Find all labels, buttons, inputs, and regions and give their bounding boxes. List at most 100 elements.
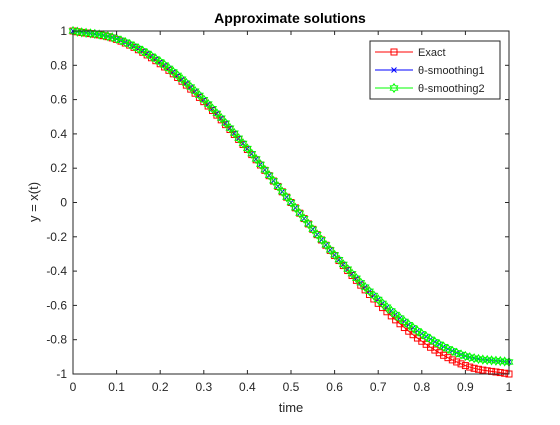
series-layer — [68, 25, 514, 378]
data-point — [264, 170, 274, 181]
data-point — [208, 103, 217, 114]
data-point — [461, 362, 469, 370]
data-point — [295, 208, 305, 219]
data-point — [417, 328, 427, 339]
x-tick-label: 0.6 — [326, 380, 343, 394]
data-point — [173, 70, 183, 81]
legend-marker — [390, 48, 398, 56]
data-point — [164, 63, 174, 74]
data-point — [356, 277, 366, 288]
legend-item-1: Exact — [375, 47, 446, 59]
x-tick-label: 0.3 — [195, 380, 212, 394]
x-tick-label: 0.7 — [370, 380, 387, 394]
data-point — [470, 364, 478, 372]
chart-title: Approximate solutions — [214, 10, 366, 26]
legend: Exact θ-smoothing1 θ-smoothing2 — [369, 40, 501, 100]
data-point — [439, 341, 449, 352]
y-tick-label: 0 — [60, 196, 67, 210]
data-point — [448, 356, 456, 364]
y-tick-label: 0.6 — [50, 93, 67, 107]
data-point — [199, 94, 209, 105]
legend-item-3: θ-smoothing2 — [375, 82, 485, 95]
legend-label: θ-smoothing2 — [418, 83, 485, 95]
data-point — [374, 299, 382, 307]
data-point — [216, 112, 226, 124]
y-tick-label: -1 — [56, 367, 67, 381]
data-point — [312, 229, 322, 240]
data-point — [120, 36, 130, 48]
x-tick-label: 0.2 — [152, 380, 169, 394]
legend-item-2: θ-smoothing1 — [375, 65, 485, 77]
data-point — [440, 351, 448, 359]
data-point — [190, 85, 200, 97]
data-point — [221, 117, 231, 129]
data-point — [430, 336, 440, 347]
legend-label: Exact — [418, 47, 446, 59]
data-point — [365, 286, 374, 297]
legend-marker — [389, 82, 399, 94]
x-tick-label: 0.4 — [239, 380, 256, 394]
data-point — [404, 319, 414, 330]
data-point — [133, 43, 143, 54]
data-point — [242, 143, 252, 154]
data-point — [138, 45, 148, 56]
data-point — [492, 368, 500, 376]
data-point — [151, 53, 161, 65]
data-point — [391, 309, 401, 320]
data-point — [399, 316, 409, 327]
data-point — [212, 108, 222, 119]
data-point — [142, 48, 152, 59]
data-point — [234, 133, 244, 144]
legend-label: θ-smoothing1 — [418, 65, 485, 77]
data-point — [277, 186, 287, 197]
x-tick-label: 0.5 — [283, 380, 300, 394]
data-point — [238, 138, 248, 149]
y-tick-label: 0.2 — [50, 161, 67, 175]
data-point — [229, 127, 239, 139]
data-point — [386, 305, 396, 316]
axes-layer: 0 0.1 0.2 0.3 0.4 0.5 0.6 0.7 0.8 0.9 1 -1 -0.8 -0.6 -… — [46, 24, 512, 394]
data-point — [286, 197, 296, 208]
data-point — [496, 369, 504, 377]
data-point — [147, 50, 156, 62]
data-point — [360, 281, 370, 293]
x-tick-label: 0.9 — [457, 380, 474, 394]
data-point — [466, 363, 474, 371]
data-point — [155, 56, 165, 68]
data-point — [351, 273, 361, 284]
data-point — [168, 66, 178, 77]
data-point — [457, 360, 465, 368]
data-point — [177, 73, 187, 85]
y-tick-label: -0.2 — [46, 230, 67, 244]
x-tick-label: 0.1 — [108, 380, 125, 394]
data-point — [444, 354, 452, 362]
data-point — [203, 98, 213, 110]
data-point — [369, 290, 379, 301]
y-tick-label: 1 — [60, 24, 67, 38]
data-point — [160, 59, 170, 71]
x-axis-label: time — [279, 400, 304, 415]
x-tick-label: 0 — [70, 380, 77, 394]
data-point — [260, 164, 270, 175]
data-point — [334, 254, 344, 265]
data-point — [225, 122, 235, 134]
data-point — [247, 148, 257, 159]
data-point — [251, 153, 261, 165]
x-tick-label: 0.8 — [413, 380, 430, 394]
data-point — [125, 38, 135, 50]
data-point — [501, 369, 509, 377]
data-point — [256, 159, 265, 170]
data-point — [129, 41, 139, 52]
data-point — [347, 268, 357, 279]
y-tick-label: -0.8 — [46, 333, 67, 347]
data-point — [308, 224, 318, 235]
data-point — [408, 322, 418, 333]
data-point — [330, 249, 340, 260]
data-point — [338, 259, 348, 270]
data-point — [321, 239, 331, 251]
data-point — [434, 339, 444, 350]
y-axis-label: y = x(t) — [26, 182, 41, 222]
data-point — [194, 90, 204, 101]
